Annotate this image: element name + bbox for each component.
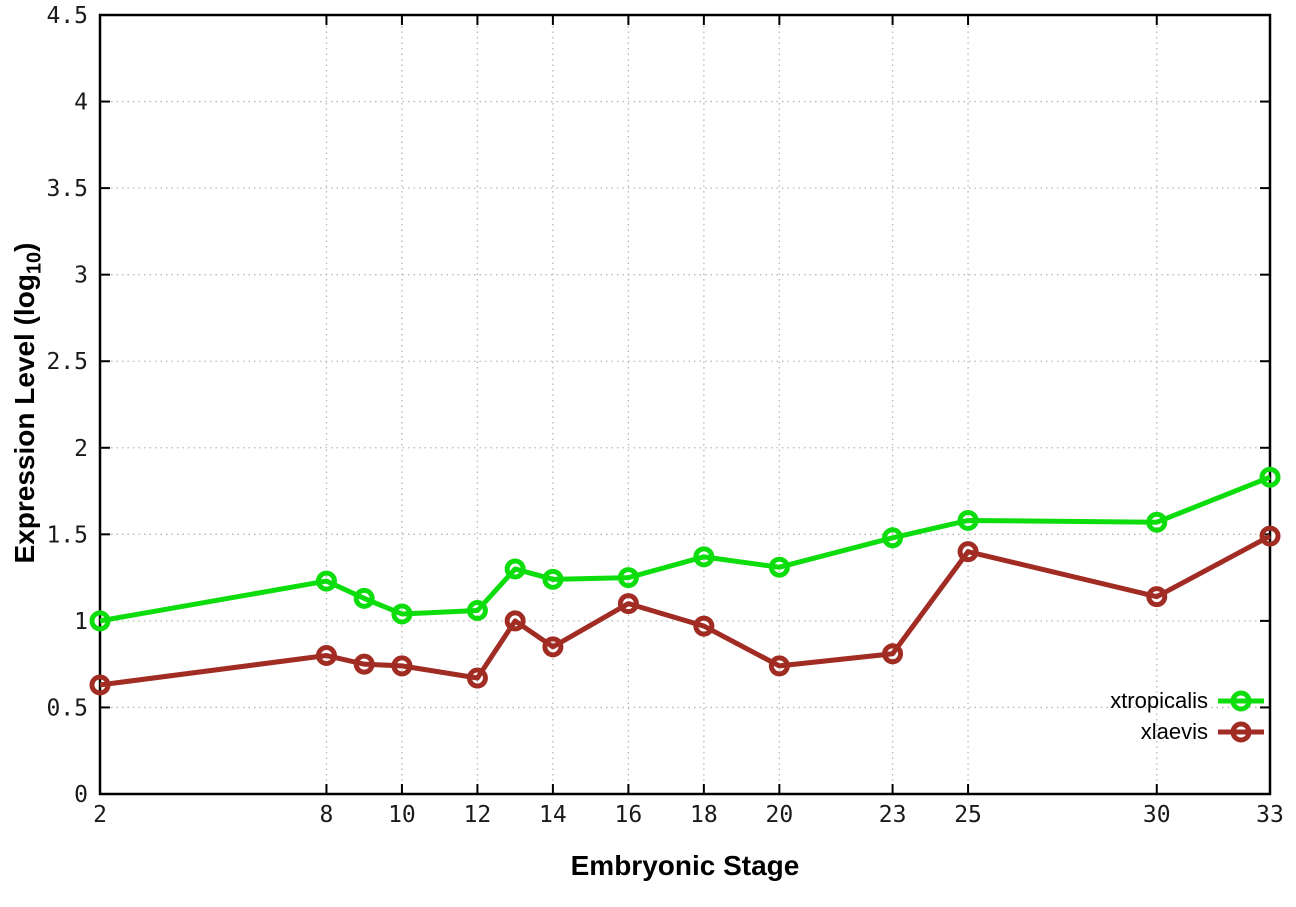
legend-label-xtropicalis: xtropicalis <box>1110 687 1208 713</box>
legend-row-xtropicalis: xtropicalis <box>1110 685 1266 716</box>
x-tick-label: 20 <box>766 802 794 828</box>
x-tick-label: 12 <box>464 802 492 828</box>
data-point-xtropicalis <box>542 568 564 590</box>
y-axis-title: Expression Level (log10) <box>8 188 46 618</box>
data-point-xtropicalis <box>957 509 979 531</box>
data-point-xlaevis <box>89 674 111 696</box>
legend-label-xlaevis: xlaevis <box>1140 718 1208 744</box>
data-point-xlaevis <box>882 643 904 665</box>
y-axis-title-close: ) <box>9 242 40 252</box>
gridlines <box>100 15 1270 794</box>
plot-border <box>98 13 1272 796</box>
data-point-xtropicalis <box>466 600 488 622</box>
data-point-xtropicalis <box>768 556 790 578</box>
data-point-xtropicalis <box>1259 466 1281 488</box>
data-point-xtropicalis <box>882 527 904 549</box>
legend: xtropicalis xlaevis <box>1110 685 1266 747</box>
x-tick-label: 2 <box>93 802 107 828</box>
legend-marker-xlaevis-icon <box>1218 721 1264 742</box>
data-point-xlaevis <box>768 655 790 677</box>
x-tick-label: 30 <box>1143 802 1171 828</box>
x-tick-label: 14 <box>539 802 567 828</box>
y-tick-label: 0.5 <box>46 695 88 721</box>
data-point-xlaevis <box>504 610 526 632</box>
x-axis-title: Embryonic Stage <box>570 850 800 881</box>
x-tick-label: 25 <box>954 802 982 828</box>
y-tick-label: 0 <box>74 782 88 808</box>
series-line-xtropicalis <box>99 474 1271 624</box>
y-tick-label: 3.5 <box>46 176 88 202</box>
data-point-xtropicalis <box>504 558 526 580</box>
data-point-xtropicalis <box>1146 511 1168 533</box>
data-point-xlaevis <box>693 615 715 637</box>
data-point-xlaevis <box>957 541 979 563</box>
data-point-xtropicalis <box>89 610 111 632</box>
y-tick-label: 1.5 <box>46 522 88 548</box>
x-tick-label: 33 <box>1256 802 1284 828</box>
data-point-xlaevis <box>1146 586 1168 608</box>
data-point-xlaevis <box>315 645 337 667</box>
x-tick-label: 18 <box>690 802 718 828</box>
y-tick-label: 1 <box>74 609 88 635</box>
data-point-xtropicalis <box>617 567 639 589</box>
x-tick-label: 23 <box>879 802 907 828</box>
y-tick-label: 2 <box>74 436 88 462</box>
series-line-xlaevis <box>99 533 1272 688</box>
data-point-xlaevis <box>617 593 639 615</box>
data-point-xlaevis <box>391 655 413 677</box>
x-tick-label: 8 <box>320 802 334 828</box>
data-point-xlaevis <box>353 653 375 675</box>
data-point-xtropicalis <box>693 546 715 568</box>
x-tick-label: 10 <box>388 802 416 828</box>
legend-row-xlaevis: xlaevis <box>1110 716 1266 747</box>
data-point-xlaevis <box>542 636 564 658</box>
y-axis-title-subscript: 10 <box>23 251 46 275</box>
y-axis-title-text: Expression Level (log <box>9 274 40 564</box>
x-tick-label: 16 <box>615 802 643 828</box>
data-point-xtropicalis <box>353 587 375 609</box>
y-tick-label: 2.5 <box>46 349 88 375</box>
legend-marker-xtropicalis-icon <box>1218 690 1264 711</box>
series-xlaevis <box>89 525 1281 696</box>
tick-marks <box>99 14 1271 795</box>
y-tick-label: 3 <box>74 263 88 289</box>
data-point-xtropicalis <box>391 603 413 625</box>
y-tick-label: 4 <box>74 90 88 116</box>
data-point-xlaevis <box>466 667 488 689</box>
data-point-xtropicalis <box>315 570 337 592</box>
series-xtropicalis <box>89 466 1281 632</box>
y-tick-label: 4.5 <box>46 3 88 29</box>
data-point-xlaevis <box>1259 525 1281 547</box>
